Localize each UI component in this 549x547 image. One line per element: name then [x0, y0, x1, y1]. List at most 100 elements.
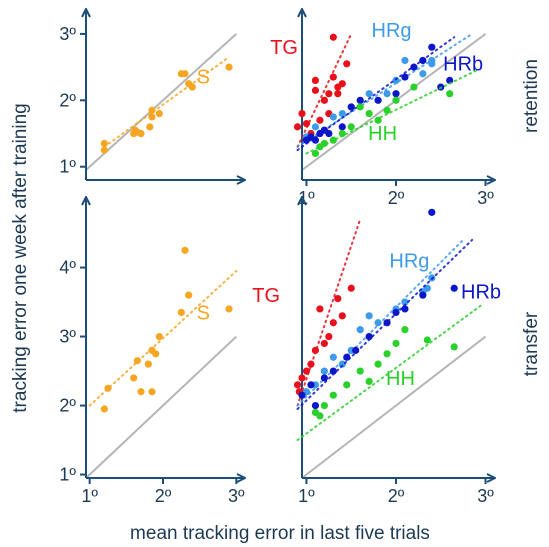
- x-tick-label: 3º: [477, 188, 494, 208]
- series-S: S: [88, 246, 238, 413]
- panel-retention-groups: 1º 2º 3º TG HRg HRb HH: [270, 10, 494, 208]
- point-HRg: [329, 113, 337, 121]
- point-HRg: [338, 360, 346, 368]
- point-HRb: [352, 346, 360, 354]
- point-TG: [338, 80, 346, 88]
- point-S: [155, 110, 163, 118]
- point-HH: [450, 343, 458, 351]
- point-HH: [392, 339, 400, 348]
- point-HRb: [311, 401, 320, 410]
- point-HRb: [356, 96, 364, 104]
- point-HRg: [311, 123, 320, 131]
- series-label-TG: TG: [252, 285, 280, 307]
- point-HRb: [311, 136, 320, 144]
- point-HRb: [401, 73, 409, 81]
- point-HH: [329, 391, 337, 399]
- point-S: [130, 374, 138, 382]
- point-S: [188, 83, 196, 91]
- point-HRb: [329, 367, 337, 375]
- point-HH: [356, 367, 364, 375]
- point-TG: [307, 360, 315, 368]
- series-HH: HH: [296, 304, 483, 442]
- point-TG: [329, 33, 337, 41]
- point-HH: [311, 149, 320, 158]
- x-tick-label: 3º: [228, 486, 245, 506]
- point-TG: [298, 374, 306, 382]
- y-tick-label: 4º: [59, 258, 76, 278]
- point-HRg: [329, 353, 337, 361]
- panel-transfer-S: 1º 2º 3º 1º 2º 3º 4º S: [59, 198, 245, 506]
- point-HH: [446, 90, 454, 98]
- point-TG: [334, 295, 342, 303]
- series-label-HRg: HRg: [372, 20, 412, 42]
- fit-line-S: [88, 270, 238, 407]
- point-HH: [392, 96, 400, 104]
- x-tick-label: 3º: [477, 486, 494, 506]
- series-label-HRg: HRg: [389, 251, 429, 273]
- identity-line: [85, 335, 238, 479]
- fit-line-TG: [296, 32, 353, 148]
- point-TG: [311, 346, 320, 354]
- point-HRb: [392, 308, 400, 316]
- point-HRg: [401, 56, 409, 65]
- point-HRg: [428, 56, 436, 65]
- point-HRg: [374, 319, 382, 327]
- point-HRg: [383, 90, 391, 98]
- point-HRb: [401, 305, 409, 313]
- point-HH: [423, 336, 431, 344]
- point-HRb: [365, 332, 373, 341]
- series-HH: HH: [305, 69, 478, 158]
- point-HRg: [365, 312, 373, 320]
- point-HRb: [383, 319, 391, 327]
- point-HRb: [392, 90, 400, 98]
- x-tick-label: 1º: [298, 486, 315, 506]
- point-TG: [338, 312, 346, 320]
- point-TG: [298, 110, 306, 118]
- point-HRg: [401, 298, 409, 306]
- series-label-HRb: HRb: [443, 53, 483, 75]
- point-HRb: [374, 96, 382, 104]
- point-TG: [343, 60, 351, 68]
- point-HRg: [419, 70, 427, 78]
- point-TG: [325, 90, 333, 98]
- x-tick-label: 2º: [388, 486, 405, 506]
- point-HRb: [428, 208, 436, 216]
- point-HRb: [419, 56, 427, 65]
- identity-line: [301, 335, 487, 479]
- row-label-retention: retention: [521, 59, 542, 133]
- point-TG: [293, 123, 302, 131]
- point-TG: [302, 367, 311, 375]
- point-HRg: [356, 326, 364, 334]
- point-HH: [316, 412, 324, 420]
- y-tick-label: 2º: [59, 396, 76, 416]
- point-HRb: [428, 43, 436, 51]
- point-S: [155, 332, 163, 341]
- point-TG: [320, 339, 328, 348]
- point-S: [144, 360, 152, 368]
- point-S: [137, 388, 145, 396]
- series-TG: TG: [270, 32, 353, 148]
- row-label-transfer: transfer: [521, 311, 542, 376]
- series-TG: TG: [252, 218, 362, 407]
- x-tick-label: 1º: [298, 188, 315, 208]
- fit-line-TG: [296, 218, 362, 407]
- point-S: [137, 129, 145, 138]
- identity-line: [85, 33, 238, 171]
- point-S: [100, 405, 108, 413]
- point-S: [181, 246, 189, 254]
- point-S: [148, 388, 156, 396]
- y-axis-title: tracking error one week after training: [10, 103, 31, 412]
- series-label-TG: TG: [270, 37, 298, 59]
- point-S: [225, 63, 233, 71]
- point-TG: [320, 96, 328, 104]
- point-TG: [311, 76, 320, 84]
- point-HH: [365, 110, 373, 118]
- point-HRg: [423, 284, 431, 292]
- point-HH: [383, 350, 391, 358]
- series-label-HH: HH: [368, 123, 397, 145]
- point-HRb: [298, 391, 306, 399]
- point-HRg: [392, 76, 400, 84]
- panel-transfer-groups: 1º 2º 3º TG HRg HRb HH: [252, 198, 501, 506]
- series-label-S: S: [197, 67, 210, 89]
- series-S: S: [100, 56, 233, 154]
